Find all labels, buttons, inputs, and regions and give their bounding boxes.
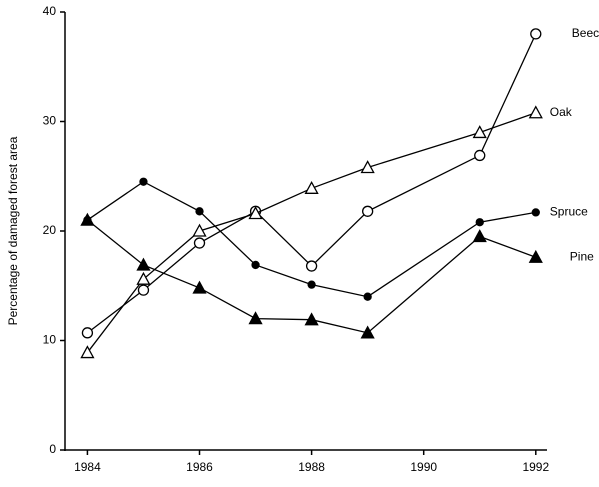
marker [251, 260, 260, 270]
marker [81, 327, 94, 339]
marker [305, 260, 318, 272]
x-tick-label: 1986 [186, 460, 213, 474]
marker [304, 180, 319, 194]
marker [136, 257, 151, 271]
y-tick-label: 20 [43, 223, 57, 237]
series-line [87, 180, 536, 298]
series-label: Pine [570, 249, 594, 263]
y-tick-label: 0 [49, 442, 56, 456]
marker [360, 160, 375, 174]
marker [530, 28, 542, 40]
marker [362, 205, 374, 217]
marker [528, 105, 543, 119]
marker [528, 249, 543, 263]
series-line [87, 219, 537, 334]
marker [360, 325, 375, 339]
x-tick-label: 1992 [522, 460, 549, 474]
marker [531, 208, 540, 217]
marker [475, 218, 484, 227]
marker [472, 125, 487, 139]
marker [363, 292, 372, 301]
marker [195, 207, 204, 216]
marker [474, 149, 486, 162]
marker [192, 280, 207, 294]
marker [139, 177, 148, 186]
marker [80, 212, 95, 226]
y-tick-label: 30 [43, 114, 57, 128]
series-label: Beech [572, 26, 599, 40]
series-line [86, 112, 537, 353]
marker [136, 271, 151, 285]
marker [80, 345, 95, 359]
y-tick-label: 10 [43, 333, 57, 347]
marker [472, 229, 487, 243]
marker [248, 311, 263, 325]
marker [307, 280, 316, 289]
marker [192, 223, 207, 237]
marker [304, 312, 319, 326]
x-tick-label: 1990 [410, 460, 437, 474]
series-label: Spruce [550, 205, 588, 219]
x-tick-label: 1988 [298, 460, 325, 474]
series-label: Oak [550, 105, 573, 119]
marker [248, 206, 263, 220]
y-tick-label: 40 [43, 4, 57, 18]
x-tick-label: 1984 [74, 460, 101, 474]
series-line [87, 33, 537, 334]
marker [137, 284, 150, 296]
y-axis-label: Percentage of damaged forest area [6, 136, 20, 325]
marker [193, 237, 206, 249]
